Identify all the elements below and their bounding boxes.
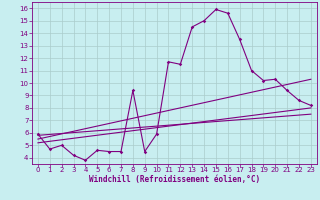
X-axis label: Windchill (Refroidissement éolien,°C): Windchill (Refroidissement éolien,°C) — [89, 175, 260, 184]
